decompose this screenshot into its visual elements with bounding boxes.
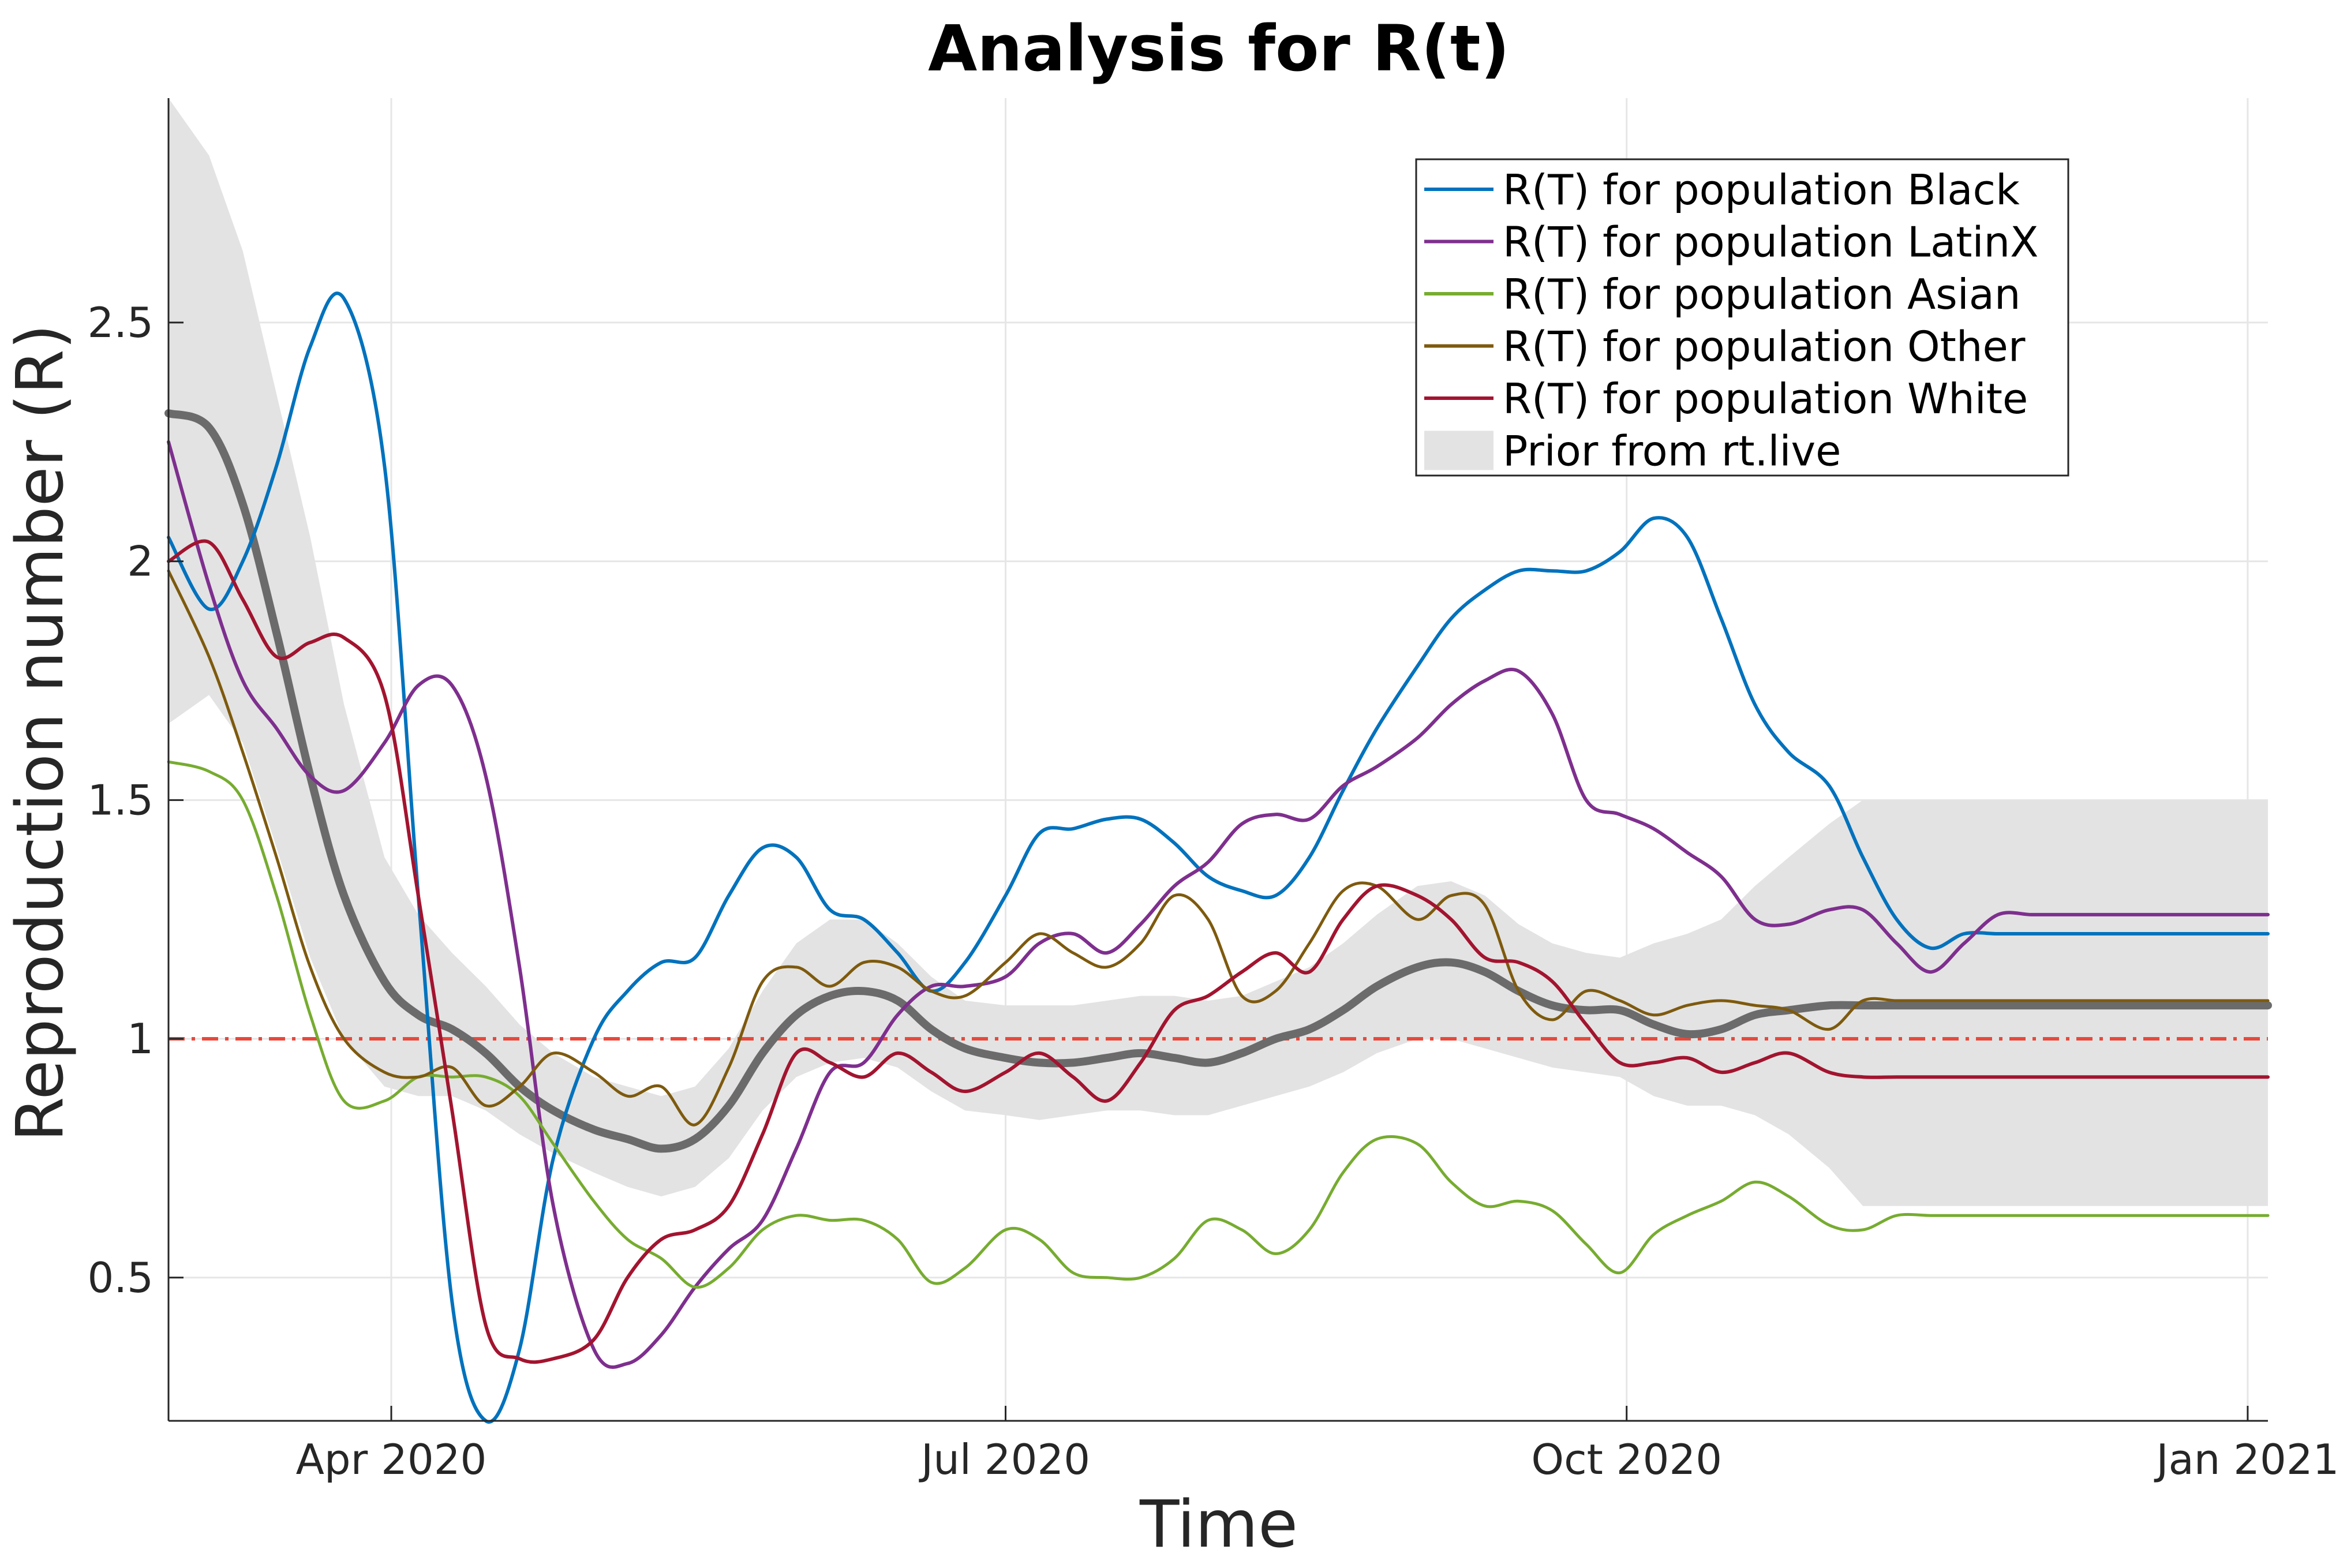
prior-band xyxy=(169,98,2268,1206)
axes xyxy=(167,98,2268,1422)
legend-label-2: R(T) for population Asian xyxy=(1503,270,2021,319)
y-tick-label-4: 2.5 xyxy=(87,298,154,347)
series-line-2 xyxy=(167,760,2270,1289)
legend-label-band: Prior from rt.live xyxy=(1503,427,1841,476)
legend-label-0: R(T) for population Black xyxy=(1503,166,2020,214)
legend-label-4: R(T) for population White xyxy=(1503,375,2028,423)
y-tick-label-3: 2 xyxy=(127,537,154,586)
tick-labels: 0.5 1 1.5 2 2.5 Apr 2020 Jul 2020 Oct 2020 Jan 2… xyxy=(87,298,2339,1484)
legend-label-3: R(T) for population Other xyxy=(1503,323,2026,371)
series-line-0 xyxy=(167,291,2270,1424)
y-axis-label: Reproduction number (R) xyxy=(3,324,78,1142)
y-tick-label-1: 1 xyxy=(127,1015,154,1063)
series-line-4 xyxy=(167,539,2270,1364)
x-tick-label-1: Jul 2020 xyxy=(919,1435,1090,1484)
prior-band-layer xyxy=(169,98,2268,1206)
x-tick-label-2: Oct 2020 xyxy=(1531,1435,1722,1484)
legend-label-1: R(T) for population LatinX xyxy=(1503,218,2038,267)
x-axis-label: Time xyxy=(1139,1487,1298,1562)
series-line-1 xyxy=(167,440,2270,1369)
legend-swatch-band xyxy=(1424,431,1493,470)
y-tick-label-2: 1.5 xyxy=(87,776,154,824)
x-tick-label-0: Apr 2020 xyxy=(296,1435,487,1484)
series-line-3 xyxy=(167,569,2270,1127)
series-layer xyxy=(164,291,2272,1424)
chart-title: Analysis for R(t) xyxy=(928,12,1510,85)
y-tick-label-0: 0.5 xyxy=(87,1253,154,1302)
x-tick-label-3: Jan 2021 xyxy=(2154,1435,2339,1484)
legend-box xyxy=(1415,158,2069,477)
